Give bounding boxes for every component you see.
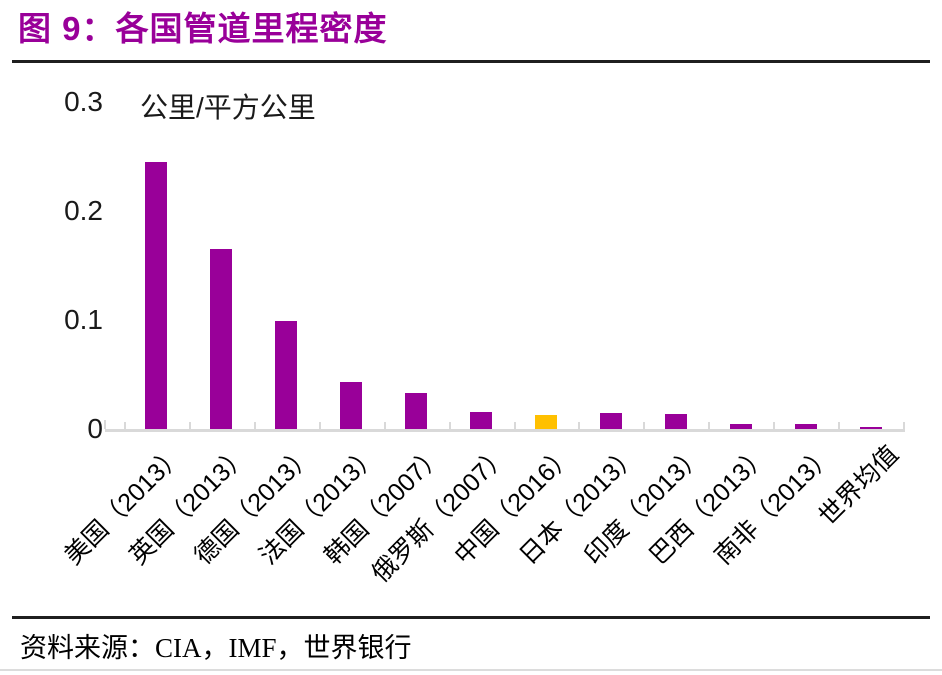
x-axis-tick bbox=[124, 422, 126, 429]
bar bbox=[275, 321, 298, 429]
x-axis-tick bbox=[838, 422, 841, 429]
y-tick-label: 0.1 bbox=[64, 304, 103, 335]
bar bbox=[664, 414, 687, 429]
bar bbox=[599, 413, 622, 429]
source-line: 资料来源：CIA，IMF，世界银行 bbox=[20, 633, 412, 663]
page-bottom-border bbox=[0, 669, 942, 671]
x-axis-tick bbox=[188, 422, 191, 429]
axis-corner-tick bbox=[104, 420, 106, 429]
x-axis-tick bbox=[383, 422, 386, 429]
bar bbox=[145, 162, 168, 429]
y-tick-label: 0.3 bbox=[64, 86, 103, 117]
x-axis-tick bbox=[643, 422, 646, 429]
bar-highlight bbox=[534, 415, 557, 429]
bar bbox=[470, 412, 493, 429]
x-axis-tick bbox=[513, 422, 516, 429]
bar bbox=[340, 382, 363, 429]
y-tick-label: 0.2 bbox=[64, 195, 103, 226]
bar bbox=[794, 424, 817, 429]
x-axis-tick bbox=[318, 422, 321, 429]
x-axis-tick bbox=[578, 422, 581, 429]
bar bbox=[210, 249, 233, 429]
x-axis-tick bbox=[253, 422, 256, 429]
y-axis-unit-label: 公里/平方公里 bbox=[140, 92, 316, 123]
bar bbox=[729, 424, 752, 429]
x-axis-tick bbox=[448, 422, 451, 429]
x-axis-tick bbox=[773, 422, 776, 429]
title-divider-line bbox=[12, 60, 930, 63]
figure-title: 图 9：各国管道里程密度 bbox=[18, 10, 388, 47]
bar bbox=[859, 427, 882, 429]
source-divider-line bbox=[12, 616, 930, 619]
x-axis-tick bbox=[708, 422, 711, 429]
x-axis-tick bbox=[903, 422, 906, 429]
x-axis-line bbox=[105, 429, 905, 432]
y-tick-label: 0 bbox=[87, 413, 103, 444]
bar bbox=[405, 393, 428, 429]
